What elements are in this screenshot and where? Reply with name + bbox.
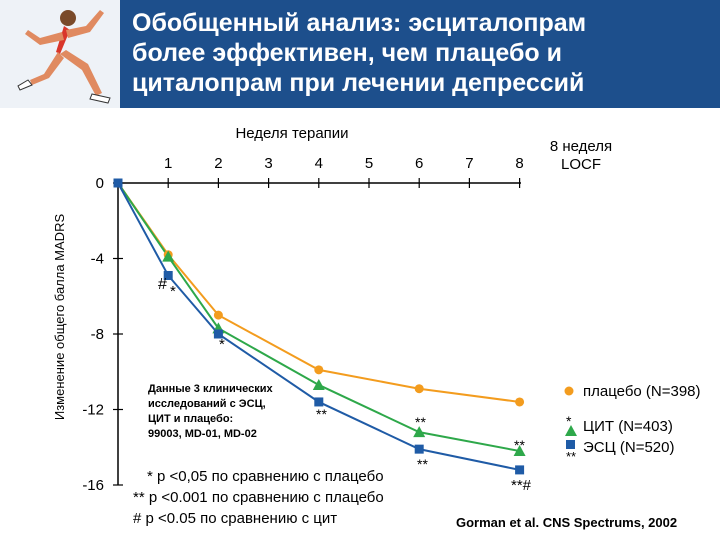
legend-label-placebo: плацебо (N=398): [583, 383, 701, 400]
annotation-week6-top: **: [415, 414, 426, 430]
footnotes: * p <0,05 по сравнению с плацебо ** p <0…: [133, 468, 384, 527]
legend-label-escitalopram: ЭСЦ (N=520): [583, 439, 675, 456]
y-tick-label: 0: [96, 175, 104, 192]
annotation-week2-star: *: [219, 336, 225, 353]
legend-marker-escitalopram: [566, 440, 575, 449]
data-point-placebo: [213, 310, 223, 320]
data-point-citalopram: [312, 378, 325, 390]
data-point-escitalopram: [213, 329, 223, 339]
data-point-escitalopram: [515, 465, 525, 475]
data-point-citalopram: [162, 250, 175, 262]
locf-label-line1: 8 неделя: [550, 138, 612, 155]
data-point-escitalopram: [163, 270, 173, 280]
x-tick-label: 2: [214, 155, 222, 172]
y-axis-title: Изменение общего балла MADRS: [52, 214, 67, 421]
data-point-placebo: [515, 397, 525, 407]
x-tick-labels: 1 2 3 4 5 6 7 8: [164, 155, 524, 172]
data-point-placebo: [414, 384, 424, 394]
x-tick-label: 3: [264, 155, 272, 172]
x-tick-label: 8: [515, 155, 523, 172]
annotation-week1-hash: #: [158, 276, 167, 293]
legend-marker-placebo: [564, 386, 574, 396]
inset-note-line: ЦИТ и плацебо:: [148, 413, 233, 425]
footnote-line: * p <0,05 по сравнению с плацебо: [147, 468, 384, 485]
title-line: циталопрам при лечении депрессий: [132, 69, 585, 97]
data-point-placebo: [314, 365, 324, 375]
series-line-citalopram: [117, 182, 520, 453]
data-point-citalopram: [513, 445, 526, 457]
y-tick-labels: 0 -4 -8 -12 -16: [82, 175, 104, 494]
annotation-week8-top: **: [514, 437, 525, 453]
y-tick-label: -8: [91, 326, 104, 343]
y-tick-label: -4: [91, 251, 104, 268]
legend-star-single: *: [566, 413, 572, 429]
slide-header: Обобщенный анализ: эсциталопрам более эф…: [0, 0, 720, 108]
slide-title: Обобщенный анализ: эсциталопрам более эф…: [132, 8, 712, 98]
data-point-citalopram: [413, 426, 426, 438]
data-point-escitalopram: [314, 397, 324, 407]
sprinter-photo: [0, 0, 120, 108]
annotation-locf: **#: [511, 477, 532, 494]
legend-marker-citalopram: [565, 425, 577, 436]
data-series: [113, 178, 526, 475]
x-tick-label: 5: [365, 155, 373, 172]
y-tick-label: -16: [82, 477, 104, 494]
inset-note-line: 99003, MD-01, MD-02: [148, 428, 257, 440]
title-line: Обобщенный анализ: эсциталопрам: [132, 9, 587, 37]
annotation-week4: **: [316, 406, 327, 422]
footnote-line: # p <0.05 по сравнению с цит: [133, 510, 337, 527]
data-point-escitalopram: [414, 444, 424, 454]
series-line-escitalopram: [117, 182, 520, 471]
x-axis-title: Неделя терапии: [235, 125, 348, 142]
data-point-origin: [113, 178, 123, 188]
significance-marks: # * * ** ** ** ** **#: [158, 276, 532, 494]
x-tick-label: 4: [315, 155, 323, 172]
legend-star-double: **: [566, 449, 576, 464]
legend-label-citalopram: ЦИТ (N=403): [583, 418, 673, 435]
inset-note-line: Данные 3 клинических: [148, 383, 274, 395]
annotation-week1-star: *: [170, 283, 176, 300]
inset-note: Данные 3 клинических исследований с ЭСЦ,…: [148, 383, 274, 440]
legend: плацебо (N=398) * ЦИТ (N=403) ** ЭСЦ (N=…: [564, 383, 701, 464]
x-tick-label: 7: [465, 155, 473, 172]
locf-label-line2: LOCF: [561, 156, 601, 173]
x-tick-label: 6: [415, 155, 423, 172]
annotation-week6-bottom: **: [417, 456, 428, 472]
inset-note-line: исследований с ЭСЦ,: [148, 398, 266, 410]
runner-icon: [0, 0, 120, 108]
x-tick-label: 1: [164, 155, 172, 172]
title-line: более эффективен, чем плацебо и: [132, 39, 562, 67]
y-tick-label: -12: [82, 402, 104, 419]
footnote-line: ** p <0.001 по сравнению с плацебо: [133, 489, 384, 506]
citation: Gorman et al. CNS Spectrums, 2002: [456, 515, 677, 530]
